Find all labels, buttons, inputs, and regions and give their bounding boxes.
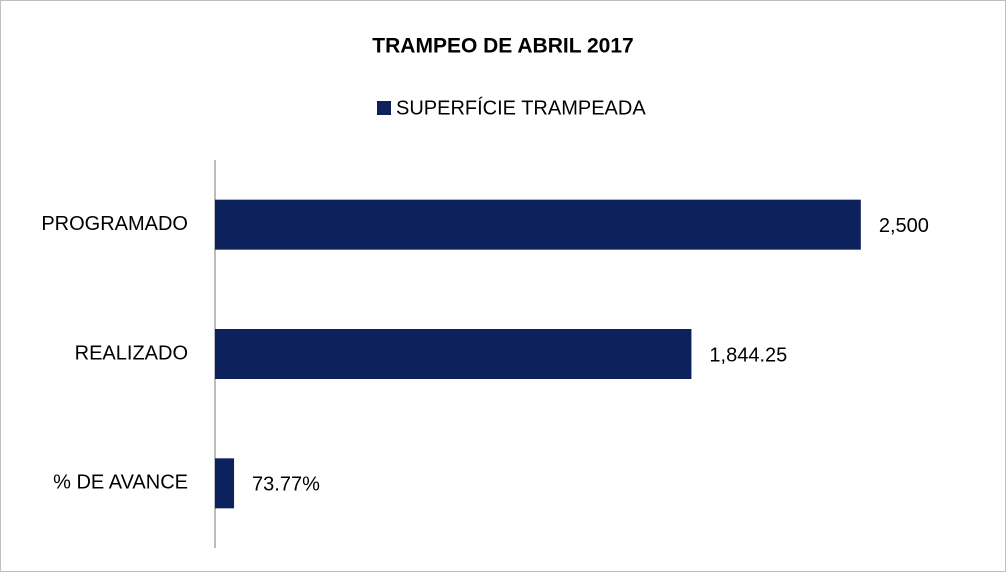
legend-swatch <box>377 101 391 115</box>
legend-label: SUPERFÍCIE TRAMPEADA <box>396 96 646 119</box>
data-label: 2,500 <box>879 215 929 237</box>
y-tick-label: % DE AVANCE <box>53 472 188 494</box>
y-tick-label: PROGRAMADO <box>41 213 188 235</box>
bar <box>215 458 235 509</box>
chart-title: TRAMPEO DE ABRIL 2017 <box>372 35 633 58</box>
bar <box>215 329 692 379</box>
data-label: 73.77% <box>252 474 320 496</box>
bar <box>215 199 861 250</box>
y-tick-label: REALIZADO <box>75 342 188 364</box>
data-label: 1,844.25 <box>709 344 787 366</box>
